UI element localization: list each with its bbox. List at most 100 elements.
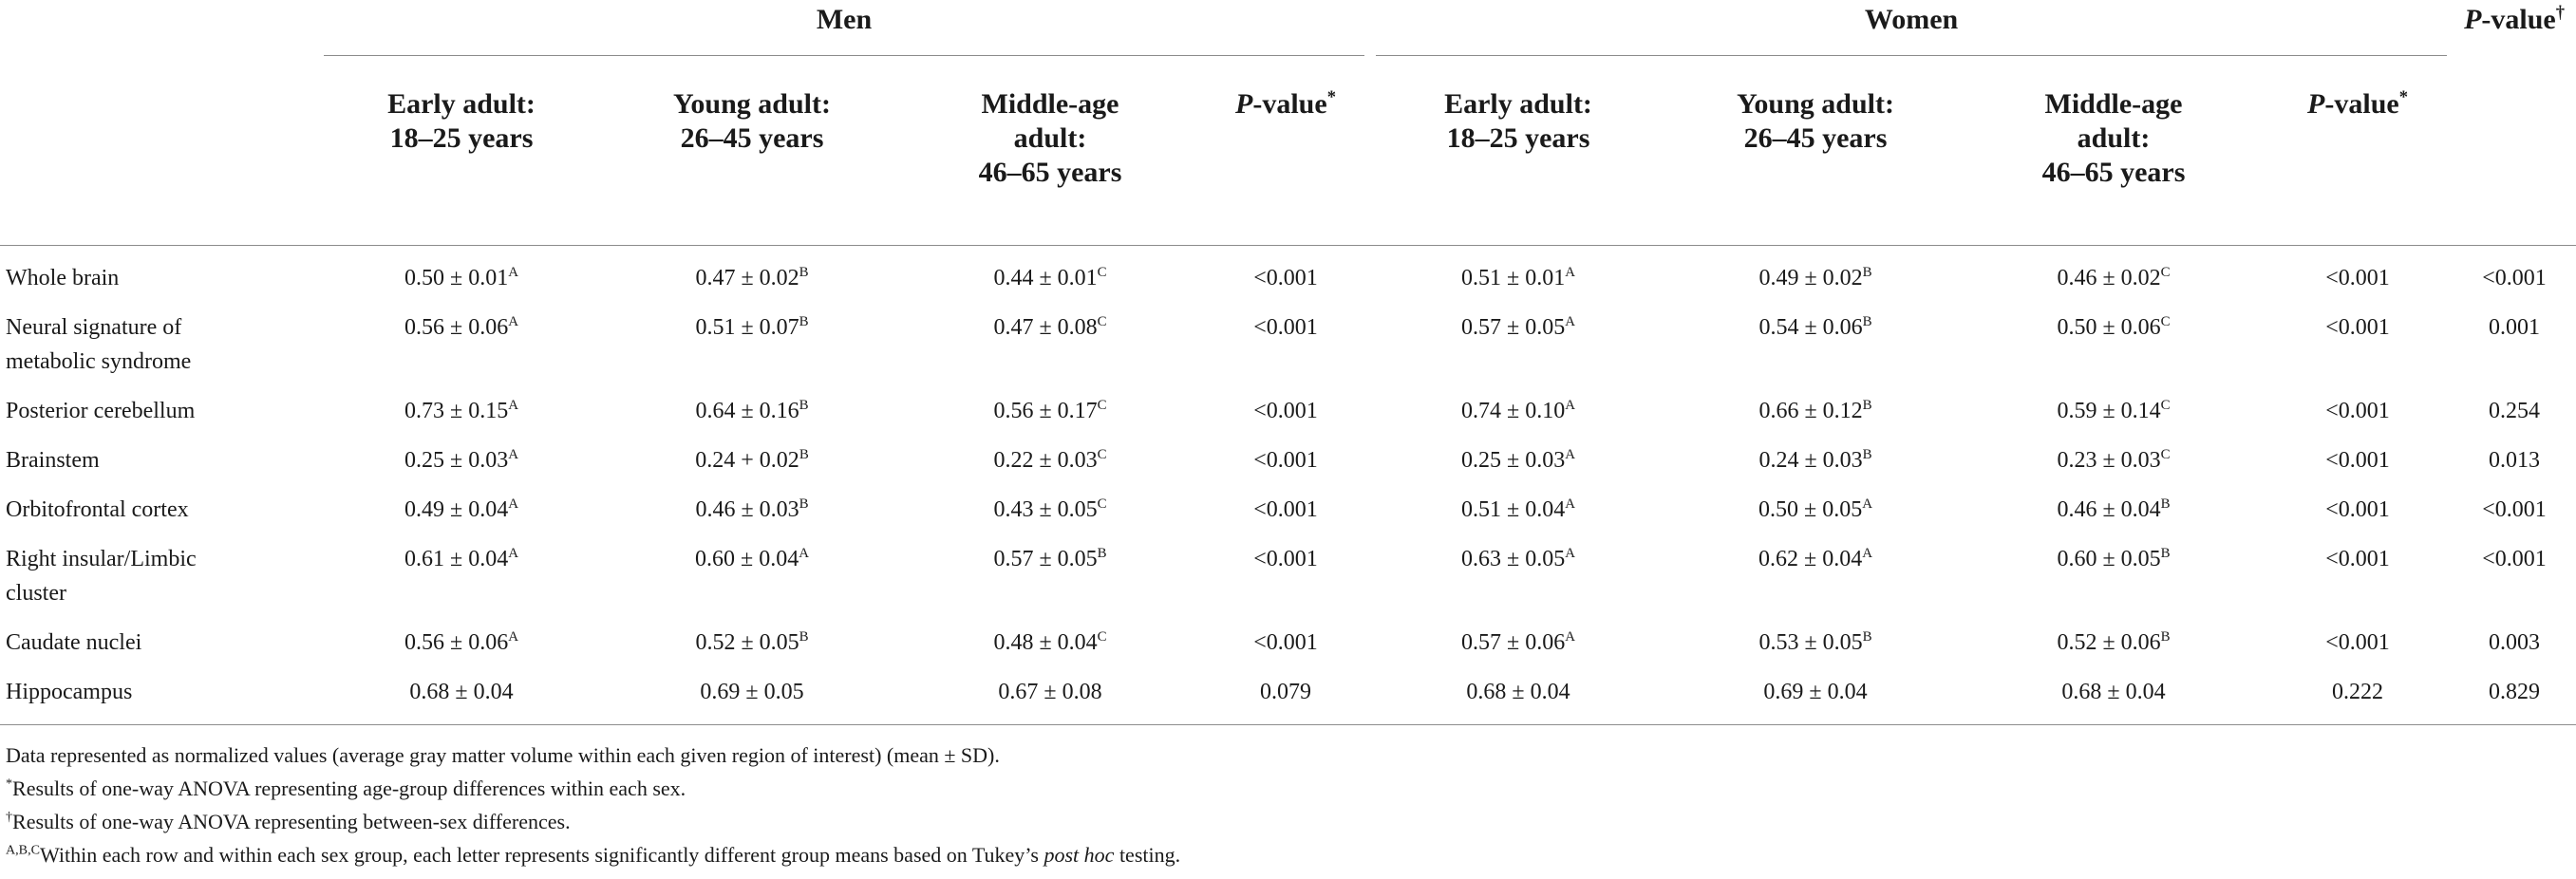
region-label: Posterior cerebellum (6, 399, 196, 423)
group-letter: B (799, 398, 809, 413)
women-group-header: Women (1370, 0, 2453, 63)
region-label: cluster (6, 581, 66, 606)
letters-mark: A,B,C (6, 842, 40, 858)
women-pvalue-header: P-value* (2263, 63, 2454, 246)
region-label-cell: Posterior cerebellum (0, 379, 318, 428)
women-middle-age-cell: 0.23 ± 0.03C (1965, 428, 2263, 477)
region-label: Whole brain (6, 266, 120, 290)
men-middle-age-cell: 0.47 ± 0.08C (899, 295, 1201, 379)
mean-sd-value: 0.69 ± 0.05 (700, 680, 804, 704)
mean-sd-value: 0.63 ± 0.05 (1461, 547, 1566, 571)
women-early-adult-cell: 0.51 ± 0.01A (1370, 246, 1666, 296)
women-pvalue-cell: <0.001 (2325, 497, 2390, 522)
header-blank-cell (2453, 63, 2576, 246)
group-letter: B (799, 629, 809, 645)
mean-sd-value: 0.64 ± 0.16 (695, 399, 799, 423)
group-letter: B (1862, 265, 1872, 280)
group-letter: A (508, 496, 518, 512)
header-blank-cell (0, 63, 318, 246)
mean-sd-value: 0.47 ± 0.02 (695, 266, 799, 290)
table-row: Neural signature of metabolic syndrome 0.5… (0, 295, 2576, 379)
between-sex-pvalue-cell: <0.001 (2482, 266, 2547, 290)
men-pvalue-cell: <0.001 (1253, 266, 1318, 290)
women-pvalue-cell: <0.001 (2325, 399, 2390, 423)
region-label: Hippocampus (6, 680, 133, 704)
table-row: Posterior cerebellum 0.73 ± 0.15A 0.64 ± 0… (0, 379, 2576, 428)
mean-sd-value: 0.54 ± 0.06 (1758, 315, 1863, 340)
group-letter: B (2160, 546, 2171, 561)
group-letter: A (508, 447, 518, 462)
region-label: Neural signature of (6, 315, 182, 340)
between-sex-pvalue-cell: 0.001 (2489, 315, 2541, 340)
footnote-age-group: *Results of one-way ANOVA representing a… (6, 772, 1180, 805)
men-young-adult-cell: 0.24 + 0.02B (605, 428, 899, 477)
between-sex-pvalue-cell: 0.003 (2489, 630, 2541, 655)
subheader-line: 46–65 years (978, 157, 1122, 188)
region-label-cell: Hippocampus (0, 660, 318, 725)
mean-sd-value: 0.46 ± 0.04 (2057, 497, 2161, 522)
subheader-line: 46–65 years (2041, 157, 2186, 188)
mean-sd-value: 0.68 ± 0.04 (409, 680, 514, 704)
mean-sd-value: 0.52 ± 0.05 (695, 630, 799, 655)
subheader-line: Middle-age (2044, 88, 2183, 120)
region-label-cell: Whole brain (0, 246, 318, 296)
men-early-adult-cell: 0.56 ± 0.06A (318, 295, 605, 379)
group-letter: B (2160, 496, 2171, 512)
group-letter: B (799, 496, 809, 512)
region-label-cell: Right insular/Limbic cluster (0, 527, 318, 610)
mean-sd-value: 0.49 ± 0.04 (404, 497, 509, 522)
men-pvalue-header: P-value* (1201, 63, 1371, 246)
women-early-adult-cell: 0.63 ± 0.05A (1370, 527, 1666, 610)
region-label: Caudate nuclei (6, 630, 142, 655)
mean-sd-value: 0.68 ± 0.04 (2061, 680, 2166, 704)
women-early-adult-header: Early adult: 18–25 years (1370, 63, 1667, 246)
women-pvalue-cell: <0.001 (2325, 547, 2390, 571)
group-letter: B (1862, 629, 1872, 645)
women-middle-age-cell: 0.60 ± 0.05B (1965, 527, 2263, 610)
group-letter: C (2160, 265, 2171, 280)
group-letter: A (1565, 447, 1575, 462)
women-pvalue-cell: <0.001 (2325, 315, 2390, 340)
men-young-adult-cell: 0.52 ± 0.05B (605, 610, 899, 660)
mean-sd-value: 0.50 ± 0.05 (1758, 497, 1863, 522)
men-group-label: Men (816, 4, 873, 35)
group-letter: B (1862, 314, 1872, 329)
mean-sd-value: 0.44 ± 0.01 (993, 266, 1098, 290)
men-early-adult-cell: 0.56 ± 0.06A (318, 610, 605, 660)
group-letter: C (1097, 265, 1107, 280)
mean-sd-value: 0.49 ± 0.02 (1758, 266, 1863, 290)
region-label-cell: Caudate nuclei (0, 610, 318, 660)
group-letter: A (508, 546, 518, 561)
header-blank-cell (0, 0, 318, 63)
men-young-adult-header: Young adult: 26–45 years (605, 63, 899, 246)
group-letter: A (508, 629, 518, 645)
men-group-rule (324, 55, 1365, 56)
mean-sd-value: 0.56 ± 0.06 (404, 315, 509, 340)
women-pvalue-cell: <0.001 (2325, 448, 2390, 473)
mean-sd-value: 0.51 ± 0.01 (1461, 266, 1566, 290)
men-early-adult-cell: 0.61 ± 0.04A (318, 527, 605, 610)
asterisk-mark: * (2398, 87, 2408, 107)
men-early-adult-header: Early adult: 18–25 years (318, 63, 605, 246)
men-middle-age-cell: 0.48 ± 0.04C (899, 610, 1201, 660)
mean-sd-value: 0.23 ± 0.03 (2057, 448, 2161, 473)
group-header-row: Men Women P-value† (0, 0, 2576, 63)
mean-sd-value: 0.50 ± 0.01 (404, 266, 509, 290)
footnote-text: Within each row and within each sex grou… (40, 843, 1044, 867)
group-letter: C (1097, 496, 1107, 512)
pvalue-p: P (1235, 88, 1253, 120)
men-early-adult-cell: 0.49 ± 0.04A (318, 477, 605, 527)
mean-sd-value: 0.60 ± 0.04 (695, 547, 799, 571)
women-pvalue-cell: <0.001 (2325, 266, 2390, 290)
pvalue-rest: -value (1252, 88, 1327, 120)
table-row: Orbitofrontal cortex 0.49 ± 0.04A 0.46 ± 0… (0, 477, 2576, 527)
mean-sd-value: 0.24 ± 0.03 (1758, 448, 1863, 473)
mean-sd-value: 0.56 ± 0.06 (404, 630, 509, 655)
group-letter: A (1565, 496, 1575, 512)
women-pvalue-cell: <0.001 (2325, 630, 2390, 655)
men-young-adult-cell: 0.64 ± 0.16B (605, 379, 899, 428)
mean-sd-value: 0.51 ± 0.07 (695, 315, 799, 340)
mean-sd-value: 0.46 ± 0.03 (695, 497, 799, 522)
pvalue-p: P (2307, 88, 2325, 120)
group-letter: A (1862, 546, 1872, 561)
